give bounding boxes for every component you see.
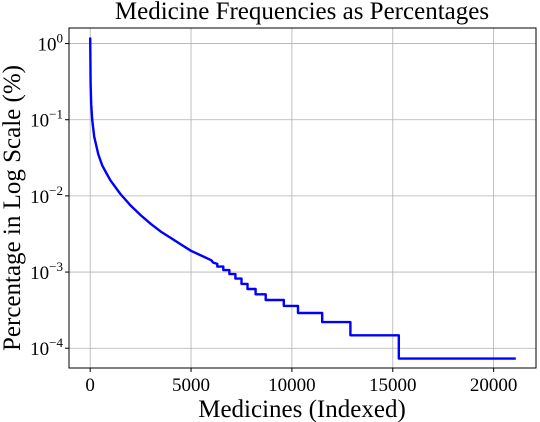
x-tick-label: 20000 [470, 375, 518, 396]
plot-frame [68, 27, 537, 369]
series-layer [89, 37, 516, 360]
x-tick-label: 0 [85, 375, 95, 396]
y-axis-label: Percentage in Log Scale (%) [0, 65, 26, 351]
y-tick-label: 10−4 [30, 335, 63, 360]
y-tick-label: 100 [38, 31, 64, 56]
x-axis-ticks: 0 5000 10000 15000 20000 [85, 368, 517, 396]
grid-layer [69, 28, 536, 368]
x-axis-label: Medicines (Indexed) [198, 396, 406, 422]
y-tick-label: 10−3 [30, 259, 63, 284]
y-tick-label: 10−1 [30, 107, 63, 132]
y-axis-ticks: 100 10−1 10−2 10−3 10−4 [30, 31, 69, 360]
series-line [89, 37, 516, 360]
y-tick-label: 10−2 [30, 183, 63, 208]
x-tick-label: 10000 [268, 375, 316, 396]
x-tick-label: 5000 [172, 375, 210, 396]
chart-title: Medicine Frequencies as Percentages [115, 0, 489, 25]
x-tick-label: 15000 [369, 375, 417, 396]
